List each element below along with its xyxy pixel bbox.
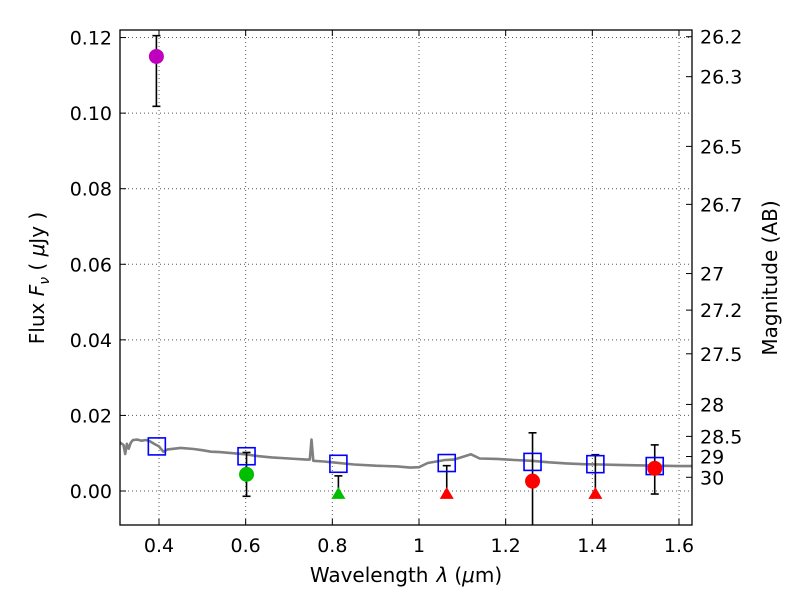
model-band-square [437,453,457,473]
plot-data [119,34,692,525]
x-tick-label: 1.6 [664,535,694,557]
y-tick-label: 0.10 [70,103,112,125]
x-tick-label: 1.4 [577,535,607,557]
upper-limit-marker [439,487,454,499]
x-axis-title-word: Wavelength [310,563,429,587]
mag-tick-label: 29 [700,447,724,469]
y-tick-label: 0.12 [70,28,112,50]
upper-limit-marker [588,487,603,499]
x-axis-lambda: λ [435,563,448,587]
x-tick-label: 0.8 [317,535,347,557]
mag-tick-label: 28.5 [700,426,742,448]
y-tick-label: 0.04 [70,330,112,352]
x-axis-unit: (μm) [454,563,502,587]
observed-point [647,460,663,476]
x-tick-label: 1.2 [491,535,521,557]
mag-tick-label: 28 [700,394,724,416]
y-tick-label: 0.08 [70,179,112,201]
x-tick-label: 0.4 [144,535,174,557]
x-tick-label: 0.6 [231,535,261,557]
model-band-square [329,454,348,474]
observed-point [148,48,164,64]
plot-frame [119,29,693,526]
model-band-square [586,454,605,474]
mag-tick-label: 26.3 [700,67,742,89]
mag-tick-label: 30 [700,467,724,489]
upper-limit-marker [331,487,346,499]
observed-point [525,473,541,489]
model-sed-curve [119,438,692,469]
y-tick-label: 0.06 [70,254,112,276]
x-tick-label: 1 [413,535,425,557]
y-axis-title: Flux Fν ( μJy ) [25,212,53,344]
y-tick-label: 0.02 [70,405,112,427]
mag-tick-label: 27 [700,264,724,286]
model-band-square [523,452,542,472]
mag-tick-label: 26.2 [700,27,742,49]
mag-tick-label: 27.5 [700,344,742,366]
mag-tick-label: 27.2 [700,300,742,322]
model-band-square [237,446,256,466]
observed-point [239,466,255,482]
y2-axis-title: Magnitude (AB) [758,200,782,355]
x-axis-title: Wavelength λ (μm) [310,563,502,587]
mag-tick-label: 26.5 [700,136,742,158]
model-band-square [147,437,167,456]
y-tick-label: 0.00 [70,481,112,503]
mag-tick-label: 26.7 [700,194,742,216]
axes: 0.4 0.6 0.8 1 1.2 1.4 1.6 0.00 0.02 0.04 0.06 0.08 0… [70,27,743,557]
